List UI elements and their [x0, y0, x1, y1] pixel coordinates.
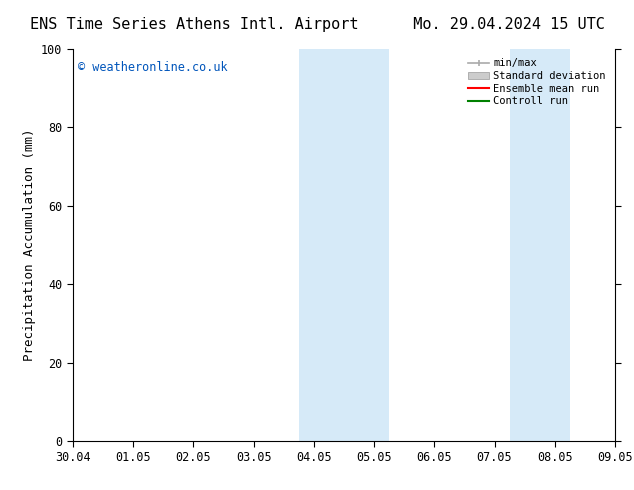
Bar [510, 49, 540, 441]
Bar [540, 49, 570, 441]
Text: ENS Time Series Athens Intl. Airport      Mo. 29.04.2024 15 UTC: ENS Time Series Athens Intl. Airport Mo.… [30, 17, 604, 32]
Bar [299, 49, 344, 441]
Text: © weatheronline.co.uk: © weatheronline.co.uk [79, 61, 228, 74]
Bar [344, 49, 389, 441]
Legend: min/max, Standard deviation, Ensemble mean run, Controll run: min/max, Standard deviation, Ensemble me… [464, 54, 610, 110]
Y-axis label: Precipitation Accumulation (mm): Precipitation Accumulation (mm) [23, 129, 36, 361]
